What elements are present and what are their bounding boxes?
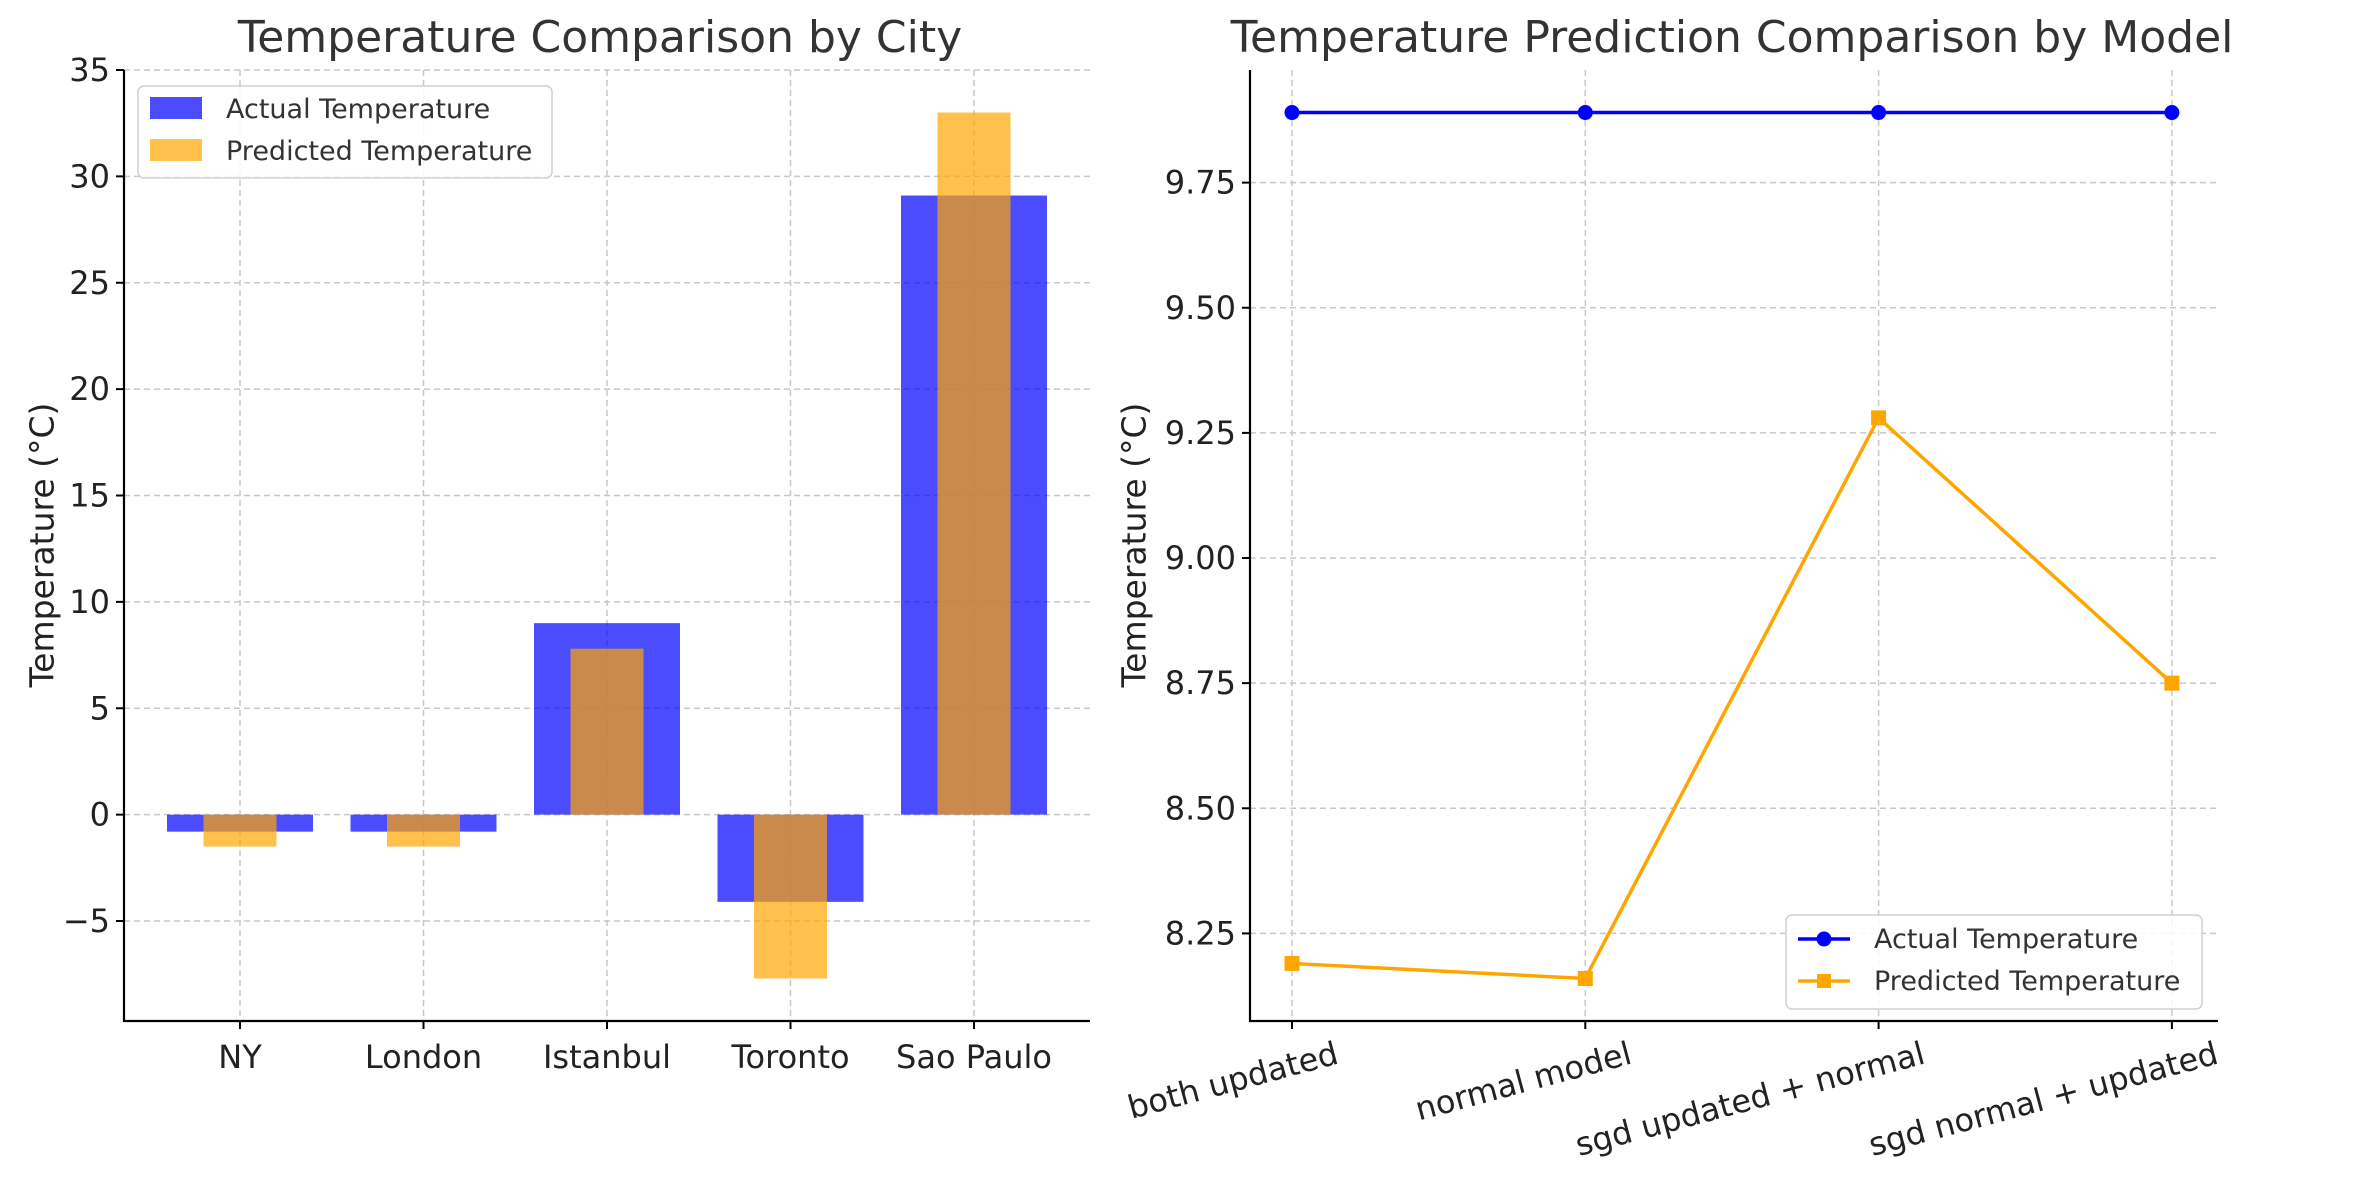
bar-predicted-temperature-toronto	[754, 814, 827, 979]
bar-y-tick-label: −5	[63, 902, 110, 940]
bar-predicted-temperature-london	[387, 814, 460, 847]
line-axes-spine	[1248, 70, 2218, 1023]
line-y-tick-label: 9.50	[1165, 289, 1236, 327]
bar-y-tick-label: 35	[69, 51, 110, 89]
line-point-actual-temperature-both-updated	[1284, 105, 1300, 121]
line-point-predicted-temperature-normal-model	[1577, 970, 1593, 986]
line-legend-label-predicted: Predicted Temperature	[1874, 966, 2180, 997]
line-y-tick-labels: 8.25 8.50 8.75 9.00 9.25 9.50 9.75	[1165, 164, 1236, 953]
bar-legend-swatch-actual	[150, 97, 202, 119]
line-legend-marker-predicted	[1817, 974, 1831, 988]
line-y-tick-label: 8.75	[1165, 664, 1236, 702]
bar-chart-title: Temperature Comparison by City	[237, 12, 962, 63]
bar-y-tick-label: 0	[90, 796, 110, 834]
bar-y-tick-label: 20	[69, 370, 110, 408]
line-point-predicted-temperature-sgd-normal-updated	[2164, 675, 2180, 691]
bar-chart: Temperature Comparison by City −5 0 5 10 15 2…	[23, 12, 1090, 1076]
line-point-predicted-temperature-both-updated	[1284, 955, 1300, 971]
line-legend-marker-actual	[1816, 931, 1832, 947]
line-x-tick-label-normal-model: normal model	[1411, 1034, 1635, 1128]
bar-x-tick-label-london: London	[365, 1038, 482, 1076]
line-point-predicted-temperature-sgd-updated-normal	[1871, 410, 1887, 426]
bar-y-axis-label: Temperature (°C)	[23, 403, 62, 689]
line-point-actual-temperature-normal-model	[1577, 105, 1593, 121]
bar-x-tick-label-ny: NY	[218, 1038, 262, 1076]
bar-y-tick-label: 25	[69, 264, 110, 302]
line-chart: Temperature Prediction Comparison by Mod…	[1115, 12, 2234, 1164]
bar-predicted-temperature-ny	[203, 814, 277, 847]
line-legend-label-actual: Actual Temperature	[1874, 924, 2138, 955]
line-grid	[1250, 70, 2218, 1021]
bar-y-tick-label: 10	[69, 583, 110, 621]
bar-legend-label-actual: Actual Temperature	[226, 94, 490, 125]
line-y-tick-label: 8.25	[1165, 914, 1236, 952]
line-y-axis-label: Temperature (°C)	[1115, 403, 1154, 689]
bar-x-tick-label-toronto: Toronto	[730, 1038, 849, 1076]
bar-x-tick-label-istanbul: Istanbul	[543, 1038, 671, 1076]
bar-legend-label-predicted: Predicted Temperature	[226, 136, 532, 167]
line-y-tick-label: 9.25	[1165, 414, 1236, 452]
bar-ticks	[116, 69, 975, 1029]
line-y-tick-label: 9.75	[1165, 164, 1236, 202]
line-ticks	[1242, 181, 2173, 1029]
line-x-tick-label-both-updated: both updated	[1124, 1034, 1342, 1127]
bar-y-tick-label: 5	[90, 689, 110, 727]
line-predicted-temperature	[1291, 416, 2174, 981]
line-legend-frame	[1785, 914, 2203, 1010]
bar-legend-swatch-predicted	[150, 139, 202, 161]
bar-legend: Actual Temperature Predicted Temperature	[137, 85, 553, 179]
line-legend: Actual Temperature Predicted Temperature	[1785, 914, 2203, 1010]
bar-x-tick-label-sao-paulo: Sao Paulo	[896, 1038, 1052, 1076]
line-y-tick-label: 8.50	[1165, 789, 1236, 827]
bar-legend-frame	[137, 85, 553, 179]
bar-y-tick-label: 30	[69, 157, 110, 195]
bar-bars	[167, 112, 1047, 979]
bar-x-tick-labels: NY London Istanbul Toronto Sao Paulo	[218, 1038, 1052, 1076]
line-point-actual-temperature-sgd-normal-updated	[2164, 105, 2180, 121]
bar-y-tick-label: 15	[69, 477, 110, 515]
bar-predicted-temperature-sao-paulo	[937, 112, 1011, 815]
line-series	[1284, 105, 2180, 986]
line-y-tick-label: 9.00	[1165, 539, 1236, 577]
bar-predicted-temperature-istanbul	[570, 648, 644, 815]
bar-y-tick-labels: −5 0 5 10 15 20 25 30 35	[63, 51, 110, 940]
line-point-actual-temperature-sgd-updated-normal	[1871, 105, 1887, 121]
bar-axes-spine	[122, 70, 1090, 1023]
line-chart-title: Temperature Prediction Comparison by Mod…	[1230, 12, 2234, 63]
